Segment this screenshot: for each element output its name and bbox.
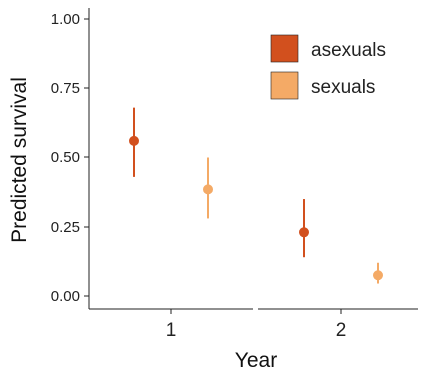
y-axis-title: Predicted survival [8, 77, 31, 243]
legend-swatch-sexuals [271, 72, 298, 99]
point-sexuals-year-1 [203, 184, 213, 194]
y-tick-label: 1.00 [51, 11, 80, 28]
legend-label-asexuals: asexuals [311, 40, 386, 61]
y-ticks: 0.00 0.25 0.50 0.75 1.00 [51, 11, 89, 305]
data-marks [129, 108, 383, 284]
x-ticks: 1 2 [166, 309, 347, 341]
y-tick-label: 0.75 [51, 80, 80, 97]
legend-swatch-asexuals [271, 35, 298, 62]
point-sexuals-year-2 [373, 270, 383, 280]
point-asexuals-year-1 [129, 136, 139, 146]
legend-label-sexuals: sexuals [311, 77, 375, 98]
y-tick-label: 0.50 [51, 149, 80, 166]
y-tick-label: 0.25 [51, 219, 80, 236]
y-tick-label: 0.00 [51, 288, 80, 305]
x-tick-label: 2 [336, 320, 347, 341]
x-axis-title: Year [235, 349, 277, 372]
x-tick-label: 1 [166, 320, 177, 341]
point-asexuals-year-2 [299, 227, 309, 237]
legend: asexuals sexuals [271, 35, 386, 99]
